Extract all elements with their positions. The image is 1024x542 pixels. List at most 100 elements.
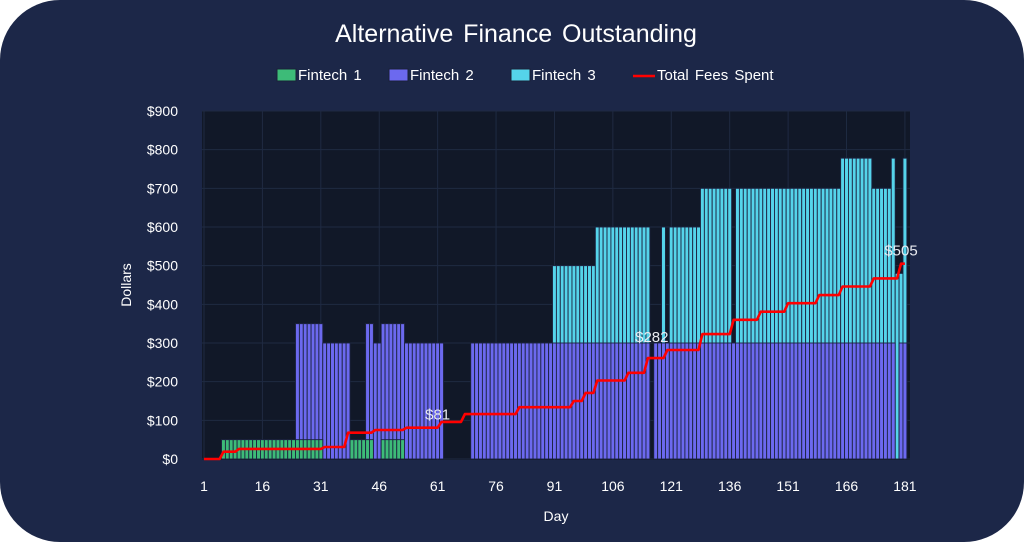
bar-fintech-2 <box>851 342 857 460</box>
bar-fintech-2 <box>723 342 729 460</box>
bar-fintech-2 <box>871 342 877 460</box>
bar-fintech-2 <box>520 342 526 460</box>
legend-label-fintech-3: Fintech 3 <box>532 67 596 84</box>
bar-fintech-2 <box>816 342 822 460</box>
bar-fintech-2 <box>439 342 444 460</box>
bar-fintech-2 <box>867 342 873 460</box>
bar-fintech-2 <box>559 342 565 460</box>
line-total-fees-spent <box>204 262 905 461</box>
data-label: $282 <box>635 329 668 346</box>
bar-fintech-1 <box>361 439 367 460</box>
x-tick-label: 136 <box>718 478 742 494</box>
y-tick-label: $700 <box>147 180 178 196</box>
y-tick-label: $500 <box>147 258 178 274</box>
bar-fintech-2 <box>879 342 884 460</box>
bar-fintech-2 <box>789 342 795 460</box>
bar-fintech-2 <box>727 342 733 460</box>
x-tick-label: 166 <box>835 478 859 494</box>
legend-swatch-fintech-1 <box>276 68 297 82</box>
bar-fintech-2 <box>478 342 483 460</box>
bar-fintech-2 <box>836 342 842 460</box>
bar-fintech-2 <box>731 342 736 460</box>
bar-fintech-2 <box>700 342 705 460</box>
bar-fintech-2 <box>481 342 487 460</box>
bar-fintech-2 <box>555 342 561 460</box>
bar-fintech-1 <box>353 439 359 460</box>
bar-fintech-2 <box>415 342 421 460</box>
bar-fintech-2 <box>396 323 402 460</box>
bar-fintech-2 <box>314 323 320 460</box>
bar-fintech-2 <box>614 342 620 460</box>
y-tick-label: $0 <box>162 451 178 467</box>
bar-fintech-2 <box>844 342 849 460</box>
bar-fintech-2 <box>793 342 799 460</box>
bar-fintech-1 <box>396 439 402 460</box>
bar-fintech-2 <box>337 342 343 460</box>
data-label: $505 <box>884 243 917 260</box>
bar-fintech-2 <box>883 342 888 460</box>
x-axis: 1 16 31 46 61 76 91 106 121 136 151 166 181 <box>200 478 917 494</box>
x-axis-label: Day <box>544 508 569 524</box>
bar-fintech-2 <box>785 342 791 460</box>
bar-fintech-2 <box>567 342 573 460</box>
bar-fintech-2 <box>517 342 522 460</box>
bar-fintech-2 <box>809 342 814 460</box>
bar-fintech-2 <box>812 342 818 460</box>
bar-fintech-2 <box>770 342 775 460</box>
bar-fintech-2 <box>411 342 417 460</box>
bar-fintech-2 <box>497 342 503 460</box>
bar-fintech-2 <box>774 342 779 460</box>
bar-fintech-2 <box>594 342 600 460</box>
bar-fintech-2 <box>583 342 589 460</box>
bar-fintech-2 <box>824 342 830 460</box>
legend-label-total-fees-spent: Total Fees Spent <box>657 67 774 84</box>
bar-fintech-2 <box>707 342 713 460</box>
bar-fintech-2 <box>598 342 604 460</box>
legend-label-fintech-2: Fintech 2 <box>410 67 474 84</box>
bar-fintech-2 <box>532 342 538 460</box>
y-tick-label: $900 <box>147 103 178 119</box>
bar-fintech-2 <box>369 323 374 460</box>
bar-fintech-2 <box>684 342 690 460</box>
bar-fintech-2 <box>633 342 639 460</box>
bar-fintech-2 <box>587 342 592 460</box>
bar-fintech-2 <box>563 342 569 460</box>
bar-fintech-2 <box>380 323 386 460</box>
bar-fintech-2 <box>485 342 491 460</box>
bars <box>221 157 908 460</box>
bar-fintech-2 <box>653 342 659 460</box>
bar-fintech-2 <box>618 342 624 460</box>
bar-fintech-2 <box>419 342 425 460</box>
bar-fintech-2 <box>400 323 405 460</box>
bar-fintech-2 <box>435 342 441 460</box>
bar-fintech-1 <box>365 439 370 460</box>
y-tick-label: $800 <box>147 142 178 158</box>
bar-fintech-2 <box>680 342 686 460</box>
bar-fintech-1 <box>224 439 230 460</box>
bar-fintech-2 <box>766 342 772 460</box>
bar-fintech-2 <box>703 342 709 460</box>
y-tick-label: $300 <box>147 335 178 351</box>
bar-fintech-2 <box>797 342 803 460</box>
bar-fintech-1 <box>349 439 355 460</box>
x-tick-label: 121 <box>660 478 684 494</box>
x-tick-label: 46 <box>371 478 387 494</box>
bar-fintech-2 <box>762 342 768 460</box>
legend-label-fintech-1: Fintech 1 <box>298 67 362 84</box>
bar-fintech-2 <box>890 342 896 460</box>
x-tick-label: 151 <box>776 478 800 494</box>
bar-fintech-2 <box>326 342 332 460</box>
bar-fintech-2 <box>781 342 787 460</box>
bar-fintech-1 <box>380 439 386 460</box>
bar-fintech-2 <box>711 342 717 460</box>
bar-fintech-2 <box>404 342 409 460</box>
bar-fintech-1 <box>388 439 394 460</box>
bar-fintech-2 <box>548 342 553 460</box>
bar-fintech-2 <box>372 342 378 460</box>
bar-fintech-2 <box>875 342 881 460</box>
bar-fintech-2 <box>777 342 783 460</box>
x-tick-label: 106 <box>601 478 625 494</box>
bar-fintech-2 <box>427 342 433 460</box>
bar-fintech-2 <box>664 342 670 460</box>
